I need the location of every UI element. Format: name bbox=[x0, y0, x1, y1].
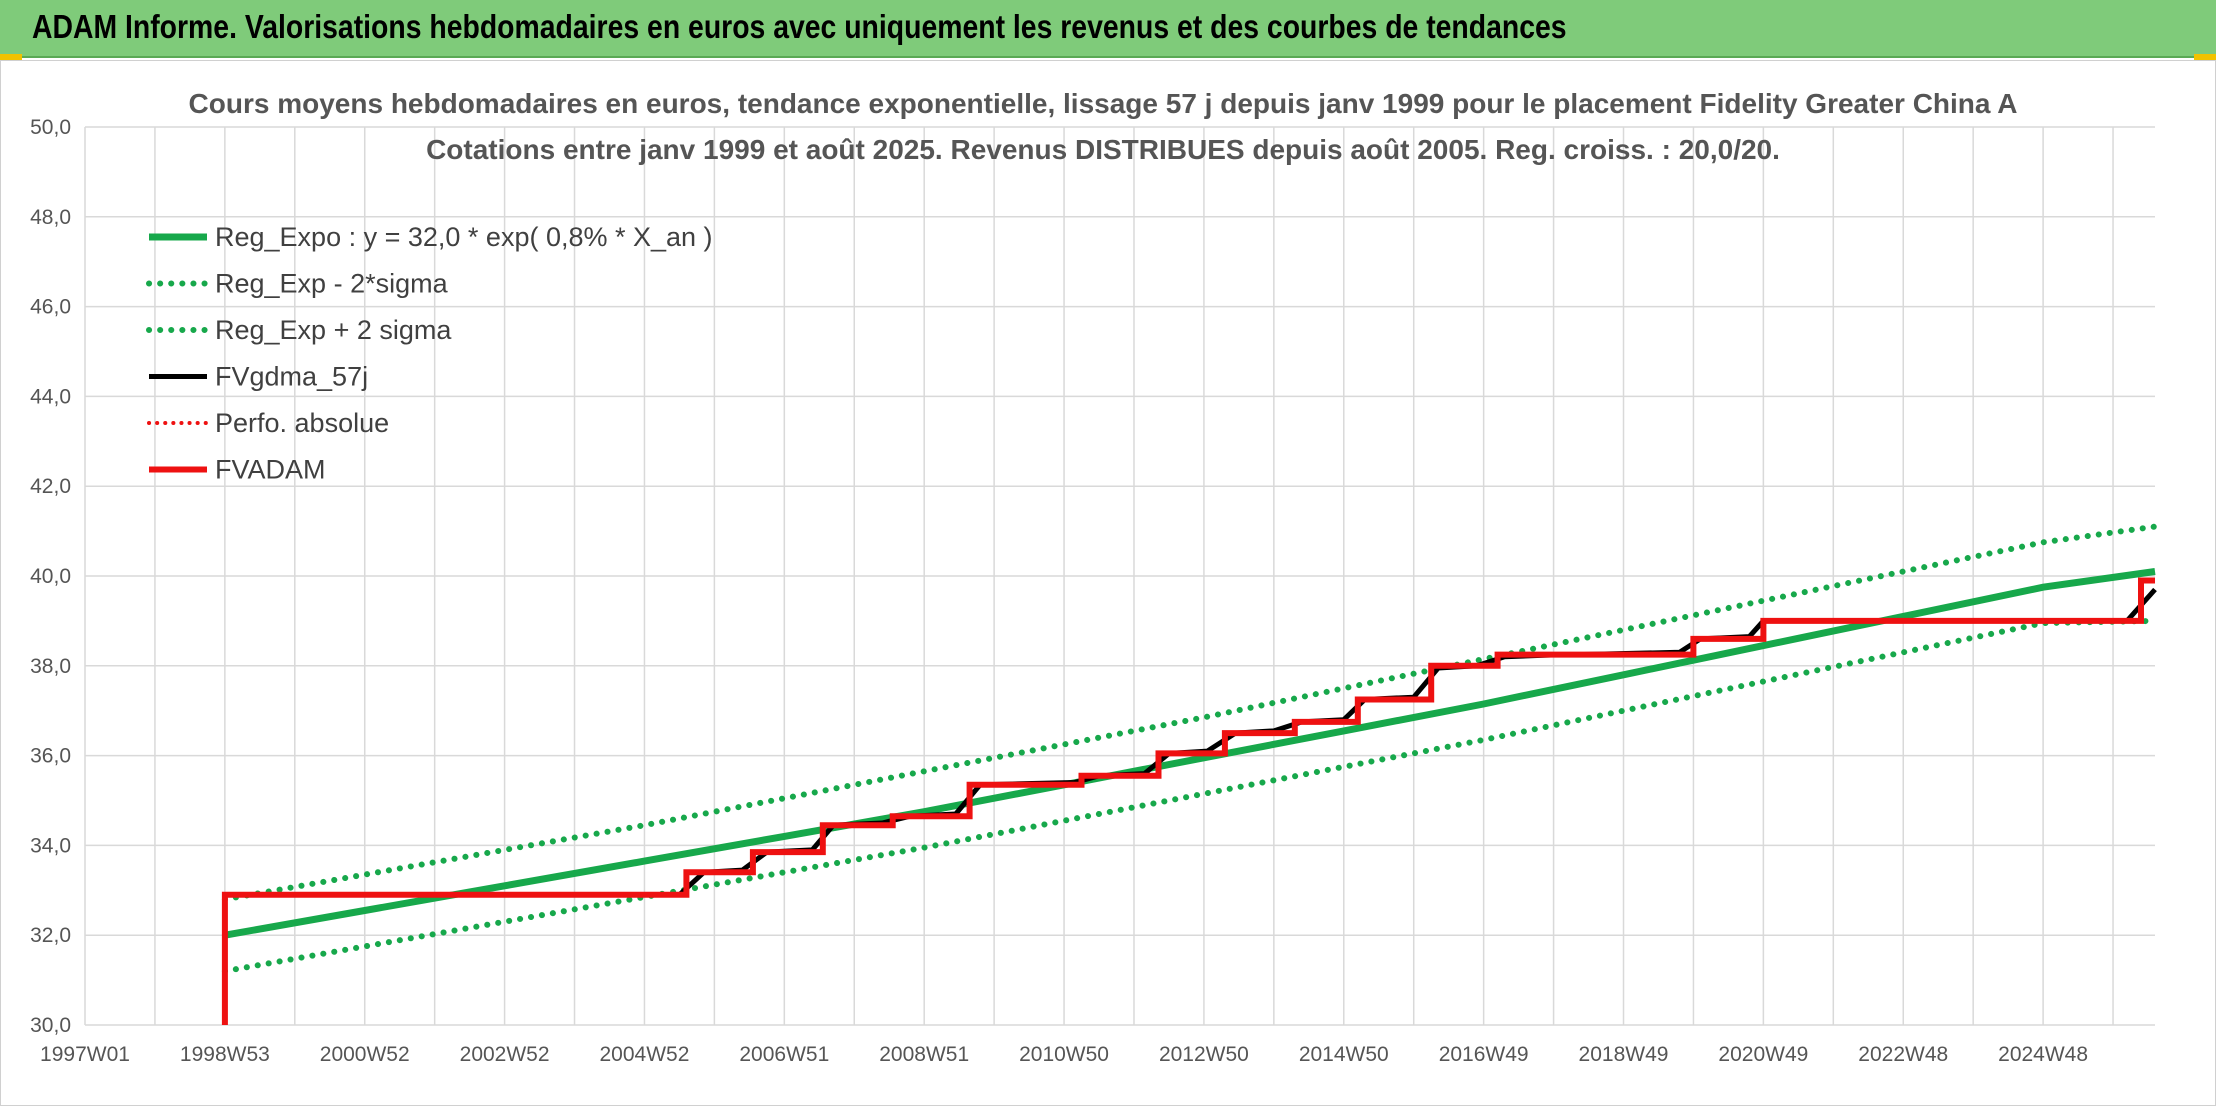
x-tick-label: 2002W52 bbox=[460, 1043, 550, 1066]
chart-frame: 30,0 32,0 34,0 36,0 38,0 40,0 42,0 44,0 46,0 48,0… bbox=[0, 60, 2216, 1106]
y-tick-label: 32,0 bbox=[30, 924, 71, 947]
x-tick-label: 1997W01 bbox=[40, 1043, 130, 1066]
x-tick-label: 2006W51 bbox=[739, 1043, 829, 1066]
y-tick-label: 42,0 bbox=[30, 475, 71, 498]
y-tick-label: 48,0 bbox=[30, 206, 71, 229]
legend-reg-expo-label: Reg_Expo : y = 32,0 * exp( 0,8% * X_an ) bbox=[215, 222, 713, 252]
series-reg-expo bbox=[224, 568, 2156, 939]
legend-fvgdma-57j-label: FVgdma_57j bbox=[215, 362, 368, 392]
chart-title: Cours moyens hebdomadaires en euros, ten… bbox=[189, 88, 2018, 119]
y-tick-label: 36,0 bbox=[30, 745, 71, 768]
x-tick-label: 2000W52 bbox=[320, 1043, 410, 1066]
report-title: ADAM Informe. Valorisations hebdomadaire… bbox=[32, 8, 1567, 45]
x-tick-label: 2010W50 bbox=[1019, 1043, 1109, 1066]
legend-perfo-absolue-label: Perfo. absolue bbox=[215, 408, 389, 438]
y-tick-label: 38,0 bbox=[30, 655, 71, 678]
y-tick-label: 34,0 bbox=[30, 834, 71, 857]
chart-subtitle: Cotations entre janv 1999 et août 2025. … bbox=[426, 134, 1780, 165]
x-tick-label: 2024W48 bbox=[1998, 1043, 2088, 1066]
x-tick-label: 2016W49 bbox=[1439, 1043, 1529, 1066]
y-tick-label: 44,0 bbox=[30, 385, 71, 408]
legend: Reg_Expo : y = 32,0 * exp( 0,8% * X_an )… bbox=[146, 222, 713, 485]
x-tick-label: 2008W51 bbox=[879, 1043, 969, 1066]
legend-reg-plus-2sigma-label: Reg_Exp + 2 sigma bbox=[215, 315, 452, 345]
y-tick-label: 30,0 bbox=[30, 1014, 71, 1037]
x-tick-label: 2022W48 bbox=[1858, 1043, 1948, 1066]
y-tick-label: 40,0 bbox=[30, 565, 71, 588]
chart-canvas: 30,0 32,0 34,0 36,0 38,0 40,0 42,0 44,0 46,0 48,0… bbox=[30, 88, 2158, 1066]
report-banner: ADAM Informe. Valorisations hebdomadaire… bbox=[0, 0, 2216, 58]
x-tick-label: 1998W53 bbox=[180, 1043, 270, 1066]
legend-fvadam-label: FVADAM bbox=[215, 455, 326, 485]
x-tick-label: 2004W52 bbox=[600, 1043, 690, 1066]
series-reg-plus-2sigma bbox=[221, 523, 2158, 903]
y-tick-label: 46,0 bbox=[30, 296, 71, 319]
grid bbox=[84, 126, 2155, 1026]
x-tick-label: 2018W49 bbox=[1579, 1043, 1669, 1066]
x-tick-label: 2014W50 bbox=[1299, 1043, 1389, 1066]
x-tick-label: 2012W50 bbox=[1159, 1043, 1249, 1066]
legend-reg-minus-2sigma-label: Reg_Exp - 2*sigma bbox=[215, 269, 449, 299]
series-fvadam bbox=[221, 577, 2155, 1025]
corner-marker-left bbox=[0, 54, 22, 61]
y-tick-label: 50,0 bbox=[30, 116, 71, 139]
series-reg-minus-2sigma bbox=[221, 617, 2158, 975]
series-group bbox=[221, 523, 2158, 1025]
x-tick-label: 2020W49 bbox=[1718, 1043, 1808, 1066]
corner-marker-right bbox=[2194, 54, 2216, 61]
series-fvgdma-57j bbox=[677, 587, 2157, 897]
axes: 30,0 32,0 34,0 36,0 38,0 40,0 42,0 44,0 46,0 48,0… bbox=[30, 116, 2088, 1066]
